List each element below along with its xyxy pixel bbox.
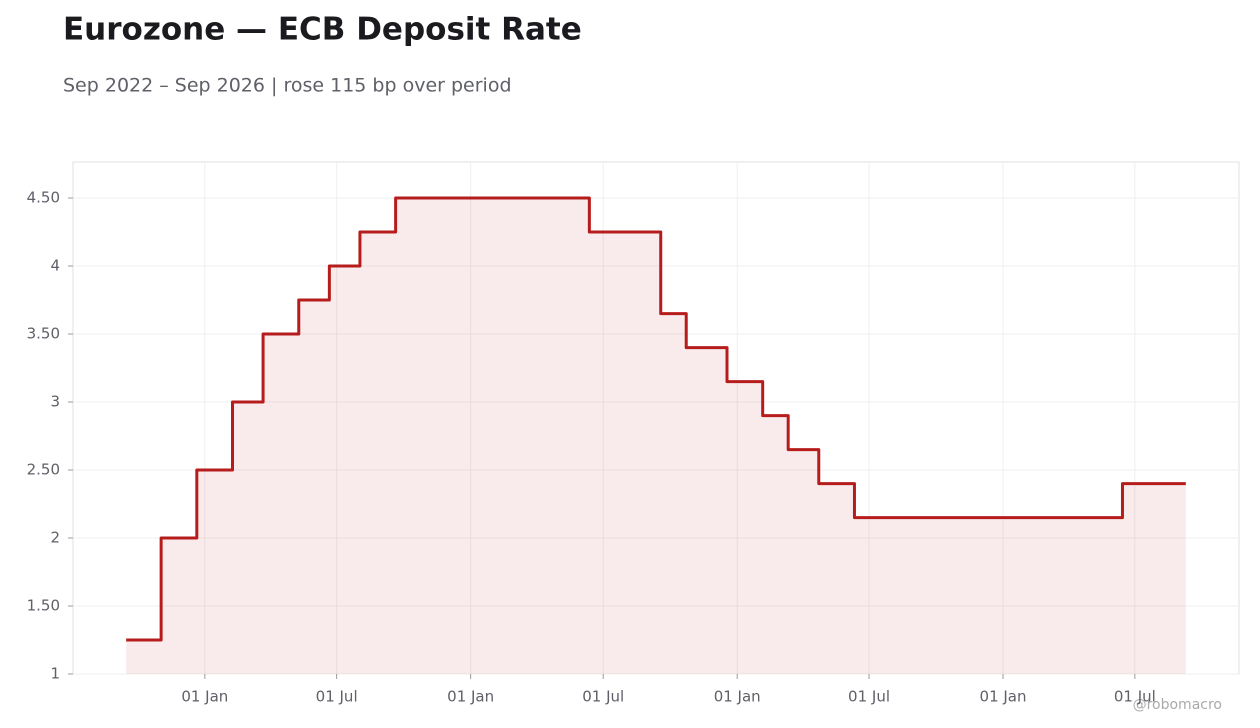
x-tick-label: 01 Jul <box>316 688 358 706</box>
y-tick-label: 3 <box>50 393 60 411</box>
chart-title: Eurozone — ECB Deposit Rate <box>63 12 582 48</box>
x-tick-label: 01 Jan <box>181 688 228 706</box>
chart-subtitle: Sep 2022 – Sep 2026 | rose 115 bp over p… <box>63 75 512 97</box>
y-tick-label: 2 <box>50 529 60 547</box>
y-tick-label: 3.50 <box>27 325 60 343</box>
area <box>126 198 1186 675</box>
y-tick-label: 4.50 <box>27 189 60 207</box>
x-tick-label: 01 Jan <box>714 688 761 706</box>
x-tick-label: 01 Jul <box>582 688 624 706</box>
y-tick-label: 2.50 <box>27 461 60 479</box>
line <box>126 196 1186 642</box>
x-tick-label: 01 Jul <box>1114 688 1156 706</box>
x-tick-label: 01 Jan <box>980 688 1027 706</box>
watermark: @robomacro <box>1133 697 1222 713</box>
y-tick-label: 1.50 <box>27 597 60 615</box>
y-tick-label: 1 <box>50 665 60 683</box>
x-tick-label: 01 Jul <box>848 688 890 706</box>
y-tick-label: 4 <box>50 257 60 275</box>
x-tick-label: 01 Jan <box>447 688 494 706</box>
